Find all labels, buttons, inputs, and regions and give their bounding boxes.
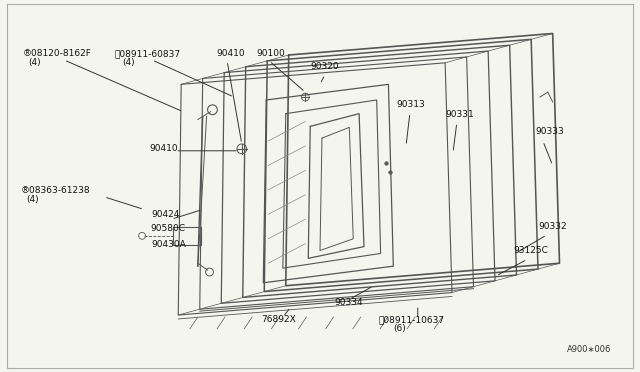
Text: (4): (4) xyxy=(122,58,135,67)
Text: (4): (4) xyxy=(29,58,42,67)
Text: ⓝ08911-10637: ⓝ08911-10637 xyxy=(379,315,445,324)
Bar xyxy=(173,227,201,245)
Text: ®08120-8162F: ®08120-8162F xyxy=(23,49,92,58)
Text: (6): (6) xyxy=(394,324,406,333)
Text: 90100: 90100 xyxy=(257,49,285,58)
Text: A900∗006: A900∗006 xyxy=(567,345,611,354)
Text: 90430A: 90430A xyxy=(152,240,187,248)
Text: 93125C: 93125C xyxy=(513,247,548,256)
Text: 90332: 90332 xyxy=(538,222,566,231)
Text: 90410: 90410 xyxy=(216,49,245,58)
Text: 90334: 90334 xyxy=(335,298,364,307)
Text: (4): (4) xyxy=(27,195,39,203)
Text: 90313: 90313 xyxy=(396,100,425,109)
Text: 90424: 90424 xyxy=(152,210,180,219)
Text: ®08363-61238: ®08363-61238 xyxy=(21,186,90,195)
Text: 76892X: 76892X xyxy=(261,315,296,324)
Text: 90580C: 90580C xyxy=(150,224,185,233)
Text: 90333: 90333 xyxy=(535,127,564,136)
Text: 90320: 90320 xyxy=(310,62,339,71)
Text: 90331: 90331 xyxy=(445,110,474,119)
Text: ⓝ08911-60837: ⓝ08911-60837 xyxy=(115,49,181,58)
Text: 90410: 90410 xyxy=(149,144,177,153)
